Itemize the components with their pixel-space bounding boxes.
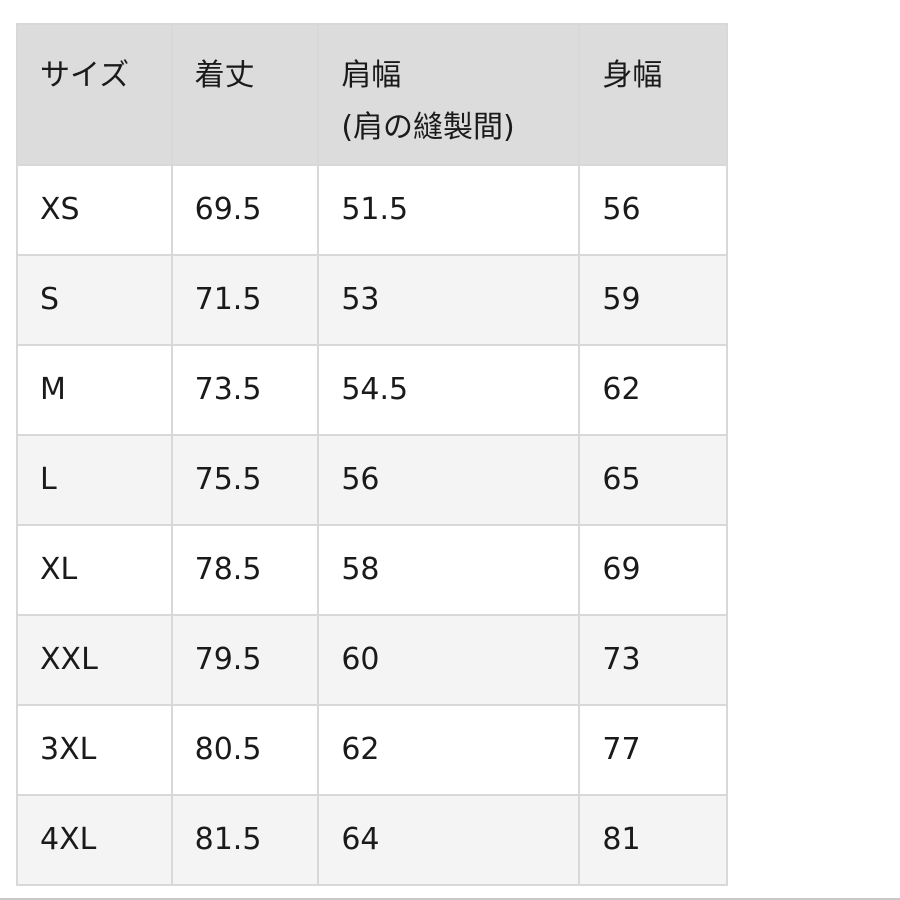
header-row: サイズ 着丈 肩幅 (肩の縫製間) 身幅 <box>16 23 728 166</box>
header-length: 着丈 <box>170 23 320 166</box>
cell-size: XXL <box>16 614 173 706</box>
cell-width: 62 <box>578 344 728 436</box>
size-table: サイズ 着丈 肩幅 (肩の縫製間) 身幅 XS 69.5 51.5 56 S 71.5 53 5… <box>16 23 728 886</box>
cell-length: 81.5 <box>170 794 320 886</box>
cell-size: XS <box>16 164 173 256</box>
cell-shoulder: 53 <box>317 254 581 346</box>
cell-length: 69.5 <box>170 164 320 256</box>
cell-length: 71.5 <box>170 254 320 346</box>
cell-size: M <box>16 344 173 436</box>
cell-size: XL <box>16 524 173 616</box>
cell-shoulder: 62 <box>317 704 581 796</box>
cell-width: 73 <box>578 614 728 706</box>
cell-shoulder: 56 <box>317 434 581 526</box>
header-size: サイズ <box>16 23 173 166</box>
cell-width: 81 <box>578 794 728 886</box>
header-shoulder: 肩幅 (肩の縫製間) <box>317 23 581 166</box>
cell-size: L <box>16 434 173 526</box>
cell-length: 75.5 <box>170 434 320 526</box>
table-row: XL 78.5 58 69 <box>16 524 728 616</box>
cell-width: 56 <box>578 164 728 256</box>
header-width: 身幅 <box>578 23 728 166</box>
cell-shoulder: 58 <box>317 524 581 616</box>
cell-length: 79.5 <box>170 614 320 706</box>
cell-width: 59 <box>578 254 728 346</box>
cell-length: 78.5 <box>170 524 320 616</box>
table-row: S 71.5 53 59 <box>16 254 728 346</box>
header-shoulder-label: 肩幅 <box>341 58 402 93</box>
table-row: L 75.5 56 65 <box>16 434 728 526</box>
table-row: XXL 79.5 60 73 <box>16 614 728 706</box>
cell-width: 65 <box>578 434 728 526</box>
header-shoulder-sub: (肩の縫製間) <box>341 110 515 145</box>
cell-shoulder: 64 <box>317 794 581 886</box>
table-row: XS 69.5 51.5 56 <box>16 164 728 256</box>
cell-size: S <box>16 254 173 346</box>
cell-size: 3XL <box>16 704 173 796</box>
cell-width: 77 <box>578 704 728 796</box>
cell-shoulder: 54.5 <box>317 344 581 436</box>
cell-length: 73.5 <box>170 344 320 436</box>
table-row: 3XL 80.5 62 77 <box>16 704 728 796</box>
cell-size: 4XL <box>16 794 173 886</box>
cell-length: 80.5 <box>170 704 320 796</box>
table-row: M 73.5 54.5 62 <box>16 344 728 436</box>
table-row: 4XL 81.5 64 81 <box>16 794 728 886</box>
cell-shoulder: 51.5 <box>317 164 581 256</box>
divider <box>0 898 900 900</box>
cell-shoulder: 60 <box>317 614 581 706</box>
cell-width: 69 <box>578 524 728 616</box>
